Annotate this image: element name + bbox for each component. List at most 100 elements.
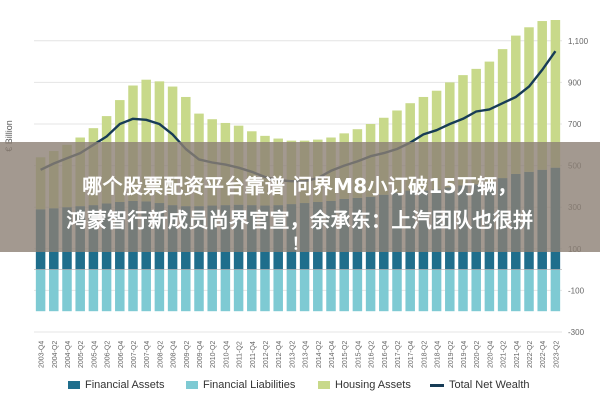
bar-financial-liabilities bbox=[418, 269, 429, 312]
bar-financial-liabilities bbox=[313, 269, 323, 312]
bar-financial-liabilities bbox=[128, 269, 138, 312]
bar-financial-liabilities bbox=[286, 269, 297, 312]
y-tick-label: 900 bbox=[568, 78, 582, 87]
bar-financial-liabilities bbox=[524, 269, 534, 312]
headline-banner: 哪个股票配资平台靠谱 问界M8小订破15万辆， 鸿蒙智行新成员尚界官宣，余承东：… bbox=[0, 142, 600, 253]
bar-financial-liabilities bbox=[49, 269, 59, 312]
bar-financial-liabilities bbox=[141, 269, 151, 312]
bar-financial-liabilities bbox=[62, 269, 72, 312]
bar-financial-liabilities bbox=[537, 269, 547, 312]
bar-housing-assets bbox=[445, 82, 455, 188]
bar-financial-liabilities bbox=[194, 269, 204, 312]
chart-legend: Financial Assets Financial Liabilities H… bbox=[0, 374, 600, 396]
x-tick-label: 2011-Q2 bbox=[237, 341, 244, 368]
x-tick-label: 2022-Q4 bbox=[540, 341, 547, 368]
bar-financial-liabilities bbox=[75, 269, 85, 312]
y-tick-label: -300 bbox=[568, 328, 585, 337]
legend-label: Financial Liabilities bbox=[203, 379, 296, 391]
x-tick-label: 2015-Q2 bbox=[342, 341, 349, 368]
bar-financial-liabilities bbox=[260, 269, 270, 312]
x-tick-label: 2007-Q4 bbox=[144, 341, 151, 368]
legend-item-total-net-wealth: Total Net Wealth bbox=[430, 378, 530, 392]
bar-financial-liabilities bbox=[247, 269, 257, 312]
x-tick-label: 2011-Q4 bbox=[250, 341, 257, 368]
x-tick-label: 2023-Q2 bbox=[553, 341, 560, 368]
y-tick-label: 700 bbox=[568, 120, 582, 129]
bar-housing-assets bbox=[511, 35, 521, 174]
legend-line-swatch bbox=[430, 383, 444, 387]
bar-financial-liabilities bbox=[167, 269, 178, 312]
legend-item-housing-assets: Housing Assets bbox=[318, 378, 411, 392]
bar-financial-liabilities bbox=[326, 269, 336, 312]
x-tick-label: 2015-Q4 bbox=[355, 341, 362, 368]
x-tick-label: 2012-Q4 bbox=[276, 341, 283, 368]
bar-financial-liabilities bbox=[207, 269, 217, 312]
x-tick-label: 2014-Q2 bbox=[316, 341, 323, 368]
bar-financial-liabilities bbox=[511, 269, 521, 312]
x-tick-label: 2008-Q4 bbox=[171, 341, 178, 368]
x-tick-label: 2018-Q4 bbox=[435, 341, 442, 368]
legend-label: Financial Assets bbox=[85, 379, 165, 391]
bar-financial-liabilities bbox=[101, 269, 112, 312]
bar-housing-assets bbox=[484, 61, 495, 183]
x-tick-label: 2019-Q4 bbox=[461, 341, 468, 368]
legend-swatch bbox=[318, 381, 330, 389]
bar-financial-liabilities bbox=[352, 269, 363, 312]
bar-financial-liabilities bbox=[458, 269, 468, 312]
x-tick-label: 2007-Q2 bbox=[131, 341, 138, 368]
x-tick-label: 2012-Q2 bbox=[263, 341, 270, 368]
bar-housing-assets bbox=[431, 90, 442, 190]
bar-financial-liabilities bbox=[273, 269, 283, 312]
headline-line-2: 鸿蒙智行新成员尚界官宣，余承东：上汽团队也很拼 bbox=[66, 208, 534, 232]
y-tick-label: 1,100 bbox=[568, 37, 589, 46]
x-tick-label: 2014-Q4 bbox=[329, 341, 336, 368]
headline-line-1: 哪个股票配资平台靠谱 问界M8小订破15万辆， bbox=[82, 174, 518, 198]
x-tick-label: 2017-Q2 bbox=[395, 341, 402, 368]
bar-financial-liabilities bbox=[379, 269, 389, 312]
x-tick-label: 2004-Q4 bbox=[65, 341, 72, 368]
x-tick-label: 2020-Q4 bbox=[487, 341, 494, 368]
bar-financial-liabilities bbox=[392, 269, 402, 312]
bar-financial-liabilities bbox=[181, 269, 191, 312]
bar-housing-assets bbox=[471, 68, 481, 185]
bar-financial-liabilities bbox=[497, 269, 508, 312]
bar-financial-liabilities bbox=[154, 269, 165, 312]
x-tick-label: 2009-Q4 bbox=[197, 341, 204, 368]
x-tick-label: 2016-Q4 bbox=[382, 341, 389, 368]
x-tick-label: 2020-Q2 bbox=[474, 341, 481, 368]
bar-financial-liabilities bbox=[35, 269, 46, 312]
bar-financial-liabilities bbox=[299, 269, 310, 312]
x-tick-label: 2006-Q2 bbox=[105, 341, 112, 368]
x-tick-label: 2021-Q2 bbox=[501, 341, 508, 368]
bar-financial-liabilities bbox=[233, 269, 244, 312]
x-tick-label: 2005-Q2 bbox=[78, 341, 85, 368]
x-tick-label: 2006-Q4 bbox=[118, 341, 125, 368]
x-tick-label: 2010-Q4 bbox=[223, 341, 230, 368]
x-tick-label: 2019-Q2 bbox=[448, 341, 455, 368]
bar-housing-assets bbox=[537, 21, 547, 170]
x-tick-label: 2004-Q2 bbox=[52, 341, 59, 368]
x-tick-label: 2013-Q2 bbox=[289, 341, 296, 368]
bar-housing-assets bbox=[497, 49, 508, 179]
bar-financial-liabilities bbox=[431, 269, 442, 312]
x-tick-label: 2010-Q2 bbox=[210, 341, 217, 368]
headline-line-3: ！ bbox=[291, 234, 309, 253]
bar-financial-liabilities bbox=[88, 269, 99, 312]
bar-financial-liabilities bbox=[471, 269, 481, 312]
y-axis-title: € Billion bbox=[4, 120, 14, 152]
x-tick-label: 2005-Q4 bbox=[91, 341, 98, 368]
legend-label: Total Net Wealth bbox=[449, 379, 530, 391]
bar-financial-liabilities bbox=[484, 269, 495, 312]
bar-financial-liabilities bbox=[445, 269, 455, 312]
bar-financial-liabilities bbox=[339, 269, 349, 312]
legend-swatch bbox=[186, 381, 198, 389]
bar-financial-liabilities bbox=[550, 269, 561, 312]
x-tick-label: 2016-Q2 bbox=[369, 341, 376, 368]
bar-financial-liabilities bbox=[115, 269, 125, 312]
x-tick-label: 2009-Q2 bbox=[184, 341, 191, 368]
bar-housing-assets bbox=[524, 27, 534, 172]
x-tick-label: 2013-Q4 bbox=[303, 341, 310, 368]
bar-housing-assets bbox=[550, 20, 561, 168]
bar-housing-assets bbox=[458, 75, 468, 186]
x-tick-label: 2021-Q4 bbox=[514, 341, 521, 368]
